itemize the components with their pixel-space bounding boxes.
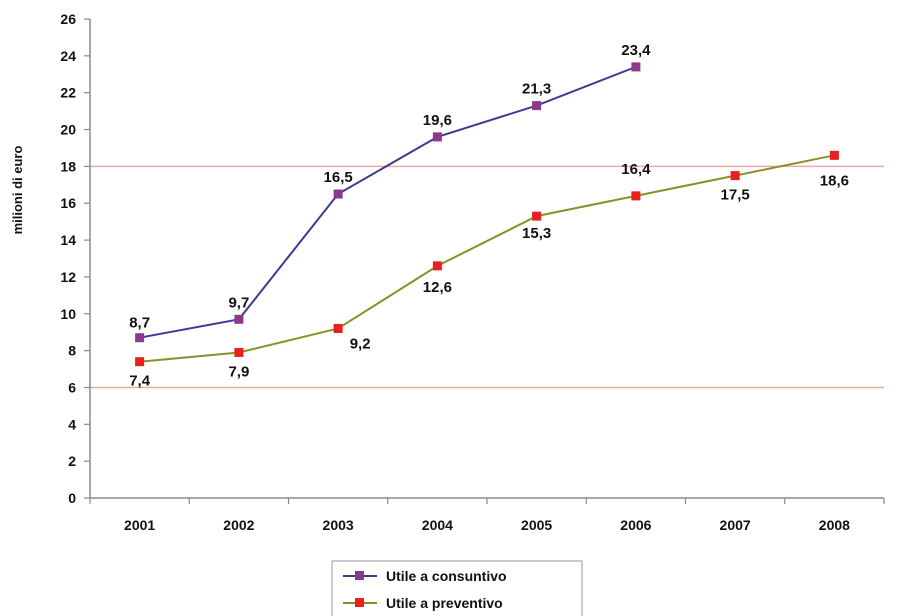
y-tick-label-26: 26 [60, 11, 76, 27]
legend: Utile a consuntivo Utile a preventivo [331, 560, 583, 616]
series-0-point-2002 [234, 314, 244, 324]
legend-label-preventivo: Utile a preventivo [386, 595, 503, 611]
series-0-point-2004 [432, 132, 442, 142]
y-tick-label-14: 14 [60, 232, 76, 248]
series-markers [135, 62, 839, 367]
series-1-point-2007 [730, 171, 740, 181]
series-0-label-2001: 8,7 [129, 315, 150, 332]
y-tick-label-4: 4 [68, 416, 76, 432]
y-tick-label-16: 16 [60, 195, 76, 211]
x-tick-label-2007: 2007 [720, 517, 751, 533]
series-0-label-2006: 23,4 [621, 42, 651, 59]
y-tick-label-6: 6 [68, 379, 76, 395]
series-0-label-2002: 9,7 [228, 294, 249, 311]
series-1-point-2001 [135, 357, 145, 367]
x-axis-ticks: 2001 2002 2003 2004 2005 2006 2007 2008 [89, 498, 885, 533]
series-0-label-2004: 19,6 [423, 112, 452, 129]
y-tick-label-20: 20 [60, 122, 76, 138]
reference-lines [90, 165, 884, 389]
series-0-point-2003 [333, 189, 343, 199]
series-0-point-2001 [135, 333, 145, 343]
y-tick-label-24: 24 [60, 48, 76, 64]
data-labels: 8,7 9,7 16,5 19,6 21,3 23,4 7,4 7,9 9,2 12,6 15,3 1… [129, 42, 849, 390]
y-tick-label-0: 0 [68, 490, 76, 506]
series-lines [139, 65, 835, 363]
x-tick-label-2006: 2006 [620, 517, 651, 533]
legend-box [331, 560, 583, 616]
series-0-point-2005 [532, 101, 542, 111]
x-tick-label-2001: 2001 [124, 517, 155, 533]
series-1-label-2002: 7,9 [228, 363, 249, 380]
y-tick-label-8: 8 [68, 343, 76, 359]
y-tick-label-2: 2 [68, 453, 76, 469]
legend-label-consuntivo: Utile a consuntivo [386, 568, 507, 584]
series-1-point-2008 [829, 150, 839, 160]
legend-marker-preventivo [355, 598, 364, 607]
series-1-label-2003: 9,2 [350, 336, 371, 353]
series-1-label-2004: 12,6 [423, 279, 452, 296]
x-tick-label-2008: 2008 [819, 517, 850, 533]
y-tick-label-12: 12 [60, 269, 76, 285]
x-tick-label-2004: 2004 [422, 517, 453, 533]
series-1-label-2005: 15,3 [522, 225, 551, 242]
y-tick-label-22: 22 [60, 85, 76, 101]
series-1-point-2002 [234, 347, 244, 357]
x-tick-label-2002: 2002 [223, 517, 254, 533]
x-tick-label-2003: 2003 [323, 517, 354, 533]
series-1-label-2007: 17,5 [721, 187, 750, 204]
series-1-point-2003 [333, 324, 343, 334]
axes [89, 19, 884, 499]
y-tick-label-18: 18 [60, 158, 76, 174]
series-1-label-2006: 16,4 [621, 161, 651, 178]
series-1-label-2008: 18,6 [820, 172, 849, 189]
x-tick-label-2005: 2005 [521, 517, 552, 533]
series-line-0 [139, 65, 637, 339]
y-tick-label-10: 10 [60, 306, 76, 322]
series-1-point-2004 [432, 261, 442, 271]
series-0-label-2005: 21,3 [522, 81, 551, 98]
series-1-point-2005 [532, 211, 542, 221]
series-1-point-2006 [631, 191, 641, 201]
series-0-point-2006 [631, 62, 641, 72]
series-line-1 [139, 154, 835, 363]
series-1-label-2001: 7,4 [129, 373, 151, 390]
y-axis-label: milioni di euro [10, 146, 25, 235]
legend-marker-consuntivo [355, 571, 364, 580]
series-0-label-2003: 16,5 [324, 169, 353, 186]
